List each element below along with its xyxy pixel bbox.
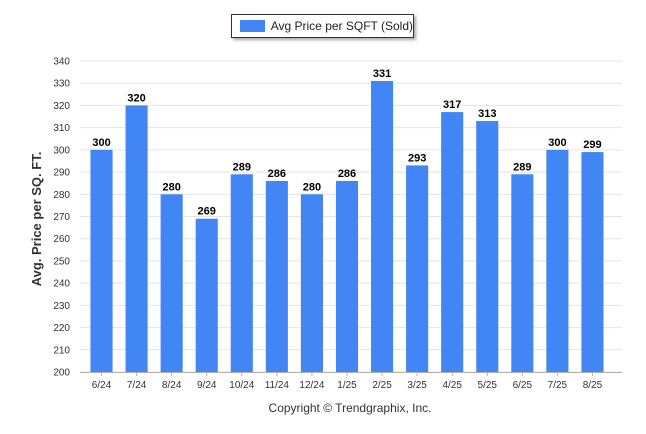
legend-label: Avg Price per SQFT (Sold) <box>270 19 413 33</box>
x-tick-label: 5/25 <box>478 380 498 391</box>
y-tick-label: 330 <box>53 79 70 90</box>
bar <box>335 180 359 372</box>
bar <box>406 165 429 372</box>
x-tick-label: 8/25 <box>583 380 603 391</box>
y-tick-label: 210 <box>53 345 70 356</box>
bar <box>441 112 464 372</box>
chart-legend[interactable]: Avg Price per SQFT (Sold) <box>231 14 414 38</box>
x-tick-label: 7/25 <box>548 380 568 391</box>
data-label: 331 <box>373 68 391 80</box>
bar <box>230 174 253 372</box>
x-tick-label: 8/24 <box>162 380 182 391</box>
y-tick-label: 250 <box>53 256 70 267</box>
data-label: 293 <box>408 152 426 164</box>
data-label: 286 <box>338 168 356 180</box>
data-label: 269 <box>198 206 216 218</box>
data-label: 317 <box>443 99 461 111</box>
copyright-footer: Copyright © Trendgraphix, Inc. <box>268 401 432 415</box>
axes: 2002102202302402502602702802903003103203… <box>53 57 622 391</box>
data-label: 313 <box>478 108 496 120</box>
x-tick-label: 12/24 <box>299 380 324 391</box>
y-tick-label: 320 <box>53 101 70 112</box>
bars <box>90 80 604 372</box>
x-tick-label: 6/24 <box>92 380 112 391</box>
bar <box>581 152 604 372</box>
y-tick-label: 280 <box>53 190 70 201</box>
data-label: 280 <box>162 181 180 193</box>
y-tick-label: 270 <box>53 212 70 223</box>
y-tick-label: 310 <box>53 123 70 134</box>
data-label: 280 <box>303 181 321 193</box>
bar <box>125 105 148 372</box>
x-tick-label: 10/24 <box>229 380 254 391</box>
bar <box>511 174 534 372</box>
x-tick-label: 2/25 <box>372 380 392 391</box>
data-label: 300 <box>548 137 566 149</box>
data-label: 300 <box>92 137 110 149</box>
bar <box>160 194 183 372</box>
y-axis-title: Avg. Price per SQ. FT. <box>29 152 44 287</box>
x-tick-label: 11/24 <box>265 380 290 391</box>
x-tick-label: 4/25 <box>442 380 462 391</box>
legend-swatch <box>240 20 265 32</box>
x-tick-label: 6/25 <box>513 380 533 391</box>
y-tick-label: 200 <box>53 368 70 379</box>
data-label: 299 <box>583 139 601 151</box>
y-tick-label: 260 <box>53 234 70 245</box>
y-tick-label: 340 <box>53 57 70 68</box>
y-tick-label: 240 <box>53 279 70 290</box>
y-tick-label: 220 <box>53 323 70 334</box>
data-labels: 300 320 280 269 289 286 280 286 331 293 317 313 289 3… <box>92 68 601 218</box>
x-tick-label: 1/25 <box>337 380 357 391</box>
y-tick-label: 290 <box>53 168 70 179</box>
bar <box>371 80 394 372</box>
bar <box>90 149 113 372</box>
data-label: 289 <box>513 161 531 173</box>
y-tick-label: 230 <box>53 301 70 312</box>
y-tick-label: 300 <box>53 145 70 156</box>
data-label: 320 <box>127 92 145 104</box>
bar <box>265 180 288 372</box>
data-label: 289 <box>233 161 251 173</box>
bar <box>546 149 569 372</box>
bar <box>476 120 499 372</box>
bar <box>300 194 323 372</box>
bar <box>195 218 218 372</box>
x-tick-label: 9/24 <box>197 380 217 391</box>
x-tick-label: 7/24 <box>127 380 147 391</box>
data-label: 286 <box>268 168 286 180</box>
x-tick-label: 3/25 <box>407 380 427 391</box>
